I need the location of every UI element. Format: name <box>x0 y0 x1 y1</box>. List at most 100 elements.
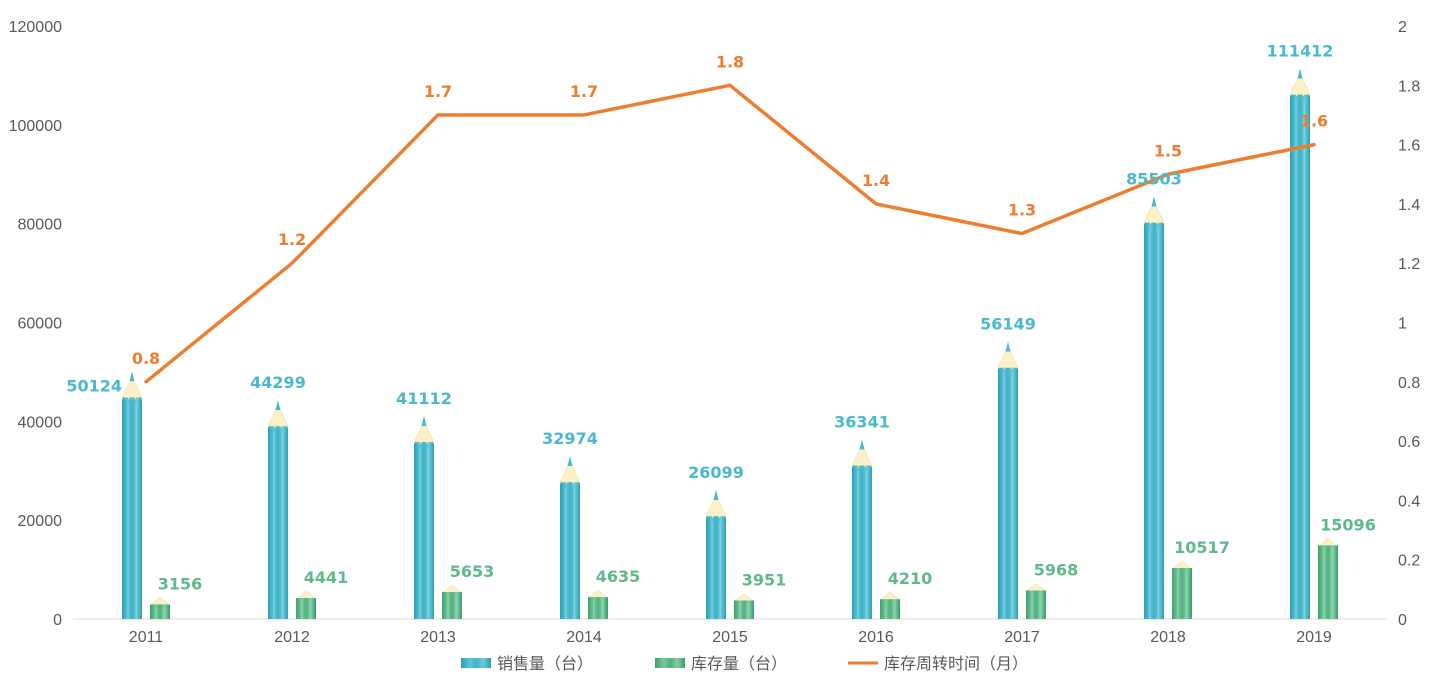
x-axis-tick-label: 2013 <box>420 629 456 646</box>
right-axis-tick-label: 1.8 <box>1398 78 1420 95</box>
right-axis-tick-label: 1.4 <box>1398 197 1420 214</box>
right-axis-tick-label: 0.2 <box>1398 553 1420 570</box>
inventory-data-label: 3951 <box>742 570 787 589</box>
turnover-data-label: 1.6 <box>1300 112 1328 131</box>
sales-bar-body <box>414 443 434 619</box>
left-axis-tick-label: 100000 <box>9 118 62 135</box>
left-axis-tick-label: 120000 <box>9 19 62 36</box>
inventory-data-label: 10517 <box>1174 538 1230 557</box>
inventory-bar-body <box>1172 568 1192 619</box>
inventory-bar-body <box>442 592 462 619</box>
inventory-bar-body <box>150 604 170 619</box>
legend-item-sales-label: 销售量（台） <box>497 654 593 673</box>
inventory-bar-body <box>734 600 754 619</box>
legend-item-turnover: 库存周转时间（月） <box>848 654 1028 673</box>
sales-bar <box>997 341 1019 619</box>
inventory-bar <box>149 597 171 619</box>
legend-item-sales: 销售量（台） <box>461 654 593 673</box>
sales-bar-tip <box>267 404 289 427</box>
sales-bar <box>1143 196 1165 620</box>
inventory-bar-tip <box>587 589 609 599</box>
right-axis-tick-label: 2 <box>1398 19 1407 36</box>
inventory-data-label: 4441 <box>304 568 349 587</box>
inventory-data-label: 4635 <box>596 567 641 586</box>
left-axis-tick-label: 0 <box>53 612 62 629</box>
x-axis-tick-label: 2016 <box>858 629 894 646</box>
turnover-data-label: 1.8 <box>716 52 744 71</box>
sales-bar-tip <box>559 460 581 483</box>
turnover-data-label: 1.7 <box>424 82 452 101</box>
turnover-data-label: 0.8 <box>132 349 160 368</box>
x-axis-tick-label: 2019 <box>1296 629 1332 646</box>
inventory-bar <box>1025 583 1047 619</box>
inventory-data-label: 3156 <box>158 574 203 593</box>
right-axis-tick-label: 1.2 <box>1398 256 1420 273</box>
inventory-bar-tip <box>1171 560 1193 570</box>
right-axis-tick-label: 0 <box>1398 612 1407 629</box>
sales-bar-lead <box>421 415 427 426</box>
sales-bar-tip <box>705 494 727 517</box>
inventory-bar <box>1317 538 1339 619</box>
sales-bar-tip <box>1289 72 1311 95</box>
right-axis-tick-label: 0.4 <box>1398 493 1420 510</box>
inventory-bar-tip <box>295 590 317 600</box>
inventory-bar-body <box>588 597 608 619</box>
sales-bar-body <box>706 518 726 619</box>
inventory-bar <box>587 589 609 619</box>
inventory-bar <box>295 590 317 619</box>
x-axis-tick-label: 2017 <box>1004 629 1040 646</box>
inventory-bar <box>733 593 755 619</box>
inventory-bar-body <box>1318 545 1338 619</box>
inventory-bar-tip <box>1025 583 1047 592</box>
sales-data-label: 56149 <box>980 315 1036 334</box>
sales-bar-body <box>1290 96 1310 620</box>
left-axis-tick-label: 80000 <box>18 217 63 234</box>
right-axis-tick-label: 1 <box>1398 316 1407 333</box>
sales-bar <box>121 371 143 619</box>
left-axis-tick-label: 20000 <box>18 513 63 530</box>
x-axis-tick-label: 2014 <box>566 629 602 646</box>
sales-data-label: 41112 <box>396 389 452 408</box>
sales-bar-body <box>852 467 872 619</box>
left-axis-tick-label: 40000 <box>18 414 63 431</box>
right-axis-tick-label: 0.8 <box>1398 375 1420 392</box>
inventory-bar-tip <box>733 593 755 602</box>
sales-bar-lead <box>859 439 865 450</box>
inventory-data-label: 5968 <box>1034 561 1079 580</box>
turnover-data-label: 1.5 <box>1154 141 1182 160</box>
turnover-data-label: 1.7 <box>570 82 598 101</box>
sales-bar-lead <box>1005 341 1011 352</box>
legend-item-turnover-label: 库存周转时间（月） <box>884 654 1028 673</box>
legend-item-inventory-label: 库存量（台） <box>691 654 787 673</box>
inventory-bar-body <box>296 598 316 619</box>
inventory-bar-body <box>880 599 900 619</box>
sales-bar <box>705 490 727 619</box>
inventory-bar <box>441 584 463 619</box>
sales-data-label: 50124 <box>66 376 122 395</box>
right-axis-tick-label: 0.6 <box>1398 434 1420 451</box>
turnover-data-label: 1.3 <box>1008 201 1036 220</box>
x-axis-tick-label: 2018 <box>1150 629 1186 646</box>
sales-bar-lead <box>713 490 719 501</box>
sales-bar-body <box>998 369 1018 619</box>
inventory-bar <box>879 591 901 619</box>
sales-bar <box>413 415 435 619</box>
legend-item-sales-swatch <box>461 658 491 668</box>
turnover-data-label: 1.2 <box>278 230 306 249</box>
sales-bar-body <box>560 484 580 619</box>
x-axis-tick-label: 2015 <box>712 629 748 646</box>
sales-bar-body <box>122 399 142 619</box>
x-axis-tick-label: 2011 <box>129 629 164 646</box>
sales-data-label: 111412 <box>1267 41 1334 60</box>
sales-bar-lead <box>1297 68 1303 79</box>
inventory-bar-tip <box>149 597 171 606</box>
sales-bar-lead <box>129 371 135 382</box>
sales-data-label: 44299 <box>250 373 306 392</box>
turnover-data-label: 1.4 <box>862 171 890 190</box>
inventory-bar-tip <box>879 591 901 601</box>
left-axis-tick-label: 60000 <box>18 316 63 333</box>
sales-bar <box>851 439 873 619</box>
sales-data-label: 36341 <box>834 412 890 431</box>
sales-bar-tip <box>413 420 435 443</box>
